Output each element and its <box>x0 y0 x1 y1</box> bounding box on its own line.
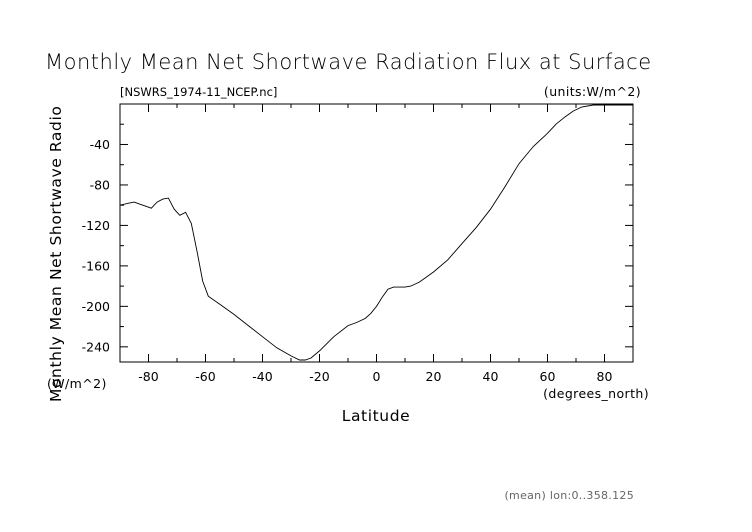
footer-note: (mean) lon:0..358.125 <box>504 489 634 502</box>
x-tick-label: 80 <box>597 369 613 384</box>
plot-frame <box>119 103 634 363</box>
x-tick-label: 40 <box>483 369 499 384</box>
y-axis-unit: (W/m^2) <box>47 376 107 391</box>
y-tick-label: -160 <box>82 258 110 273</box>
chart-title: Monthly Mean Net Shortwave Radiation Flu… <box>45 50 652 74</box>
y-tick-labels: -40 -80 -120 -160 -200 -240 <box>82 137 110 354</box>
x-axis-title: Latitude <box>342 407 411 425</box>
y-axis-title: Monthly Mean Net Shortwave Radio <box>47 106 65 402</box>
series-line <box>119 104 633 361</box>
source-file-label: [NSWRS_1974-11_NCEP.nc] <box>120 85 277 99</box>
x-tick-label: -20 <box>309 369 329 384</box>
y-tick-label: -80 <box>90 177 110 192</box>
x-axis-unit: (degrees_north) <box>543 386 649 401</box>
y-tick-label: -120 <box>82 218 110 233</box>
x-tick-labels: -80 -60 -40 -20 0 20 40 60 80 <box>138 369 612 384</box>
y-tick-label: -240 <box>82 339 110 354</box>
y-tick-label: -40 <box>90 137 110 152</box>
y-tick-label: -200 <box>82 299 110 314</box>
x-tick-label: 60 <box>540 369 556 384</box>
x-tick-label: -40 <box>252 369 272 384</box>
units-label: (units:W/m^2) <box>544 84 641 99</box>
x-tick-label: 0 <box>373 369 381 384</box>
x-tick-label: 20 <box>426 369 442 384</box>
x-tick-label: -60 <box>195 369 215 384</box>
axis-ticks <box>119 103 634 362</box>
x-tick-label: -80 <box>138 369 158 384</box>
